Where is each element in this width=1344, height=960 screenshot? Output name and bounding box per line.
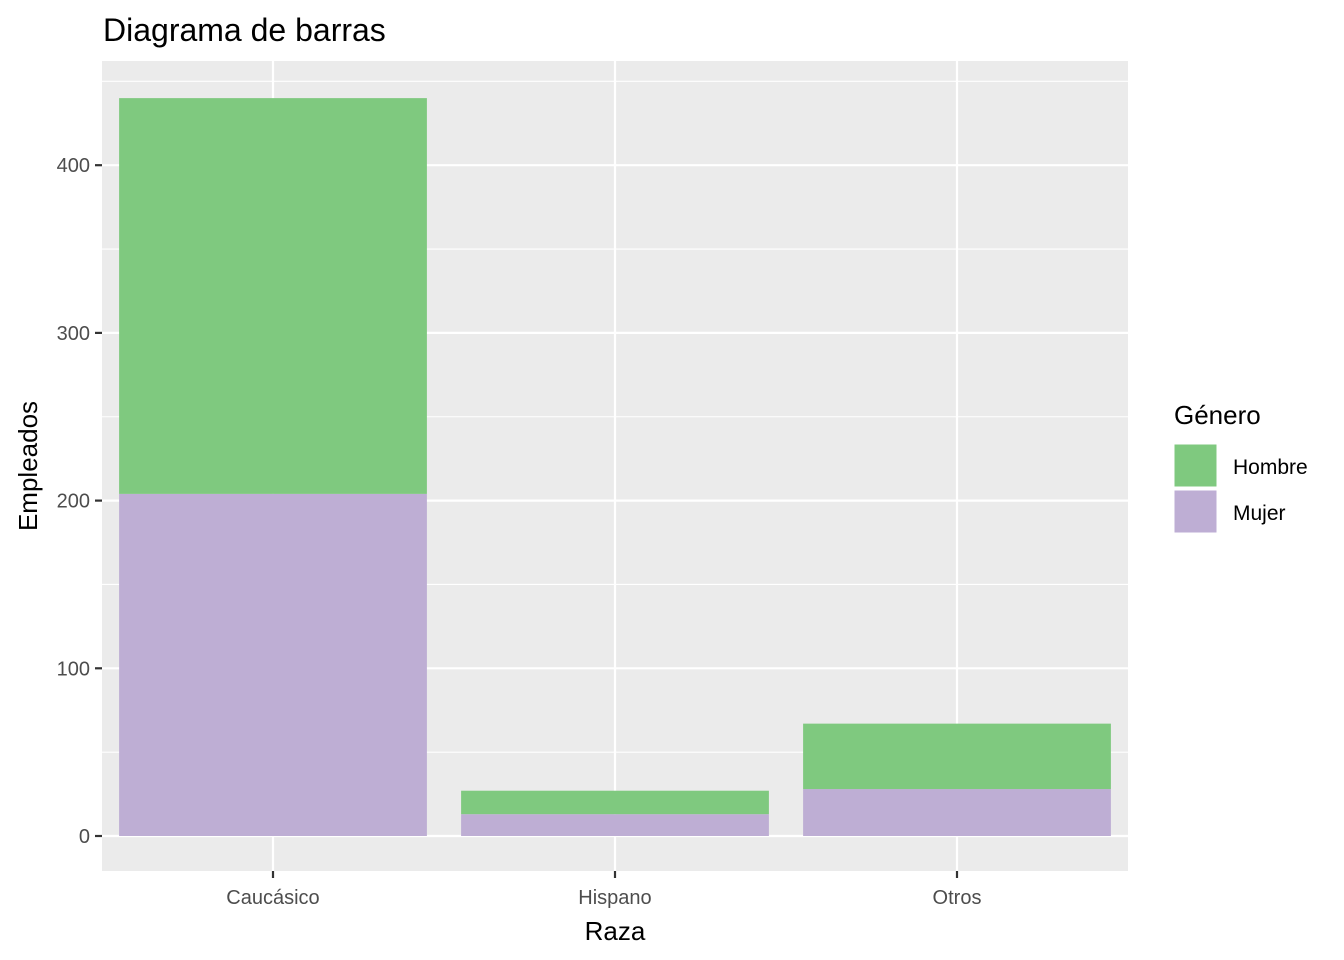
x-tick-label: Caucásico [226, 887, 319, 909]
legend-label: Hombre [1233, 456, 1308, 479]
y-tick-label: 100 [57, 658, 90, 680]
legend-key-hombre [1173, 443, 1218, 488]
legend: Género Hombre Mujer [1173, 400, 1308, 534]
bar-hombre-2 [803, 723, 1111, 790]
legend-title: Género [1174, 400, 1261, 430]
bar-mujer-0 [119, 493, 427, 836]
y-axis-title: Empleados [13, 401, 43, 531]
y-tick-label: 300 [57, 323, 90, 345]
axes: 0 100 200 300 400 Caucásico Hispano Otros [57, 155, 982, 909]
legend-key-mujer [1173, 489, 1218, 534]
bar-mujer-1 [461, 814, 769, 836]
legend-label: Mujer [1233, 502, 1286, 525]
chart-title: Diagrama de barras [103, 12, 386, 48]
x-tick-label: Otros [933, 887, 982, 909]
bar-mujer-2 [803, 789, 1111, 836]
x-tick-label: Hispano [578, 887, 651, 909]
bar-hombre-0 [119, 98, 427, 494]
y-tick-label: 400 [57, 155, 90, 177]
bars [119, 98, 1111, 836]
bar-hombre-1 [461, 790, 769, 815]
x-axis-title: Raza [585, 916, 646, 946]
y-tick-label: 0 [79, 826, 90, 848]
y-tick-label: 200 [57, 491, 90, 513]
